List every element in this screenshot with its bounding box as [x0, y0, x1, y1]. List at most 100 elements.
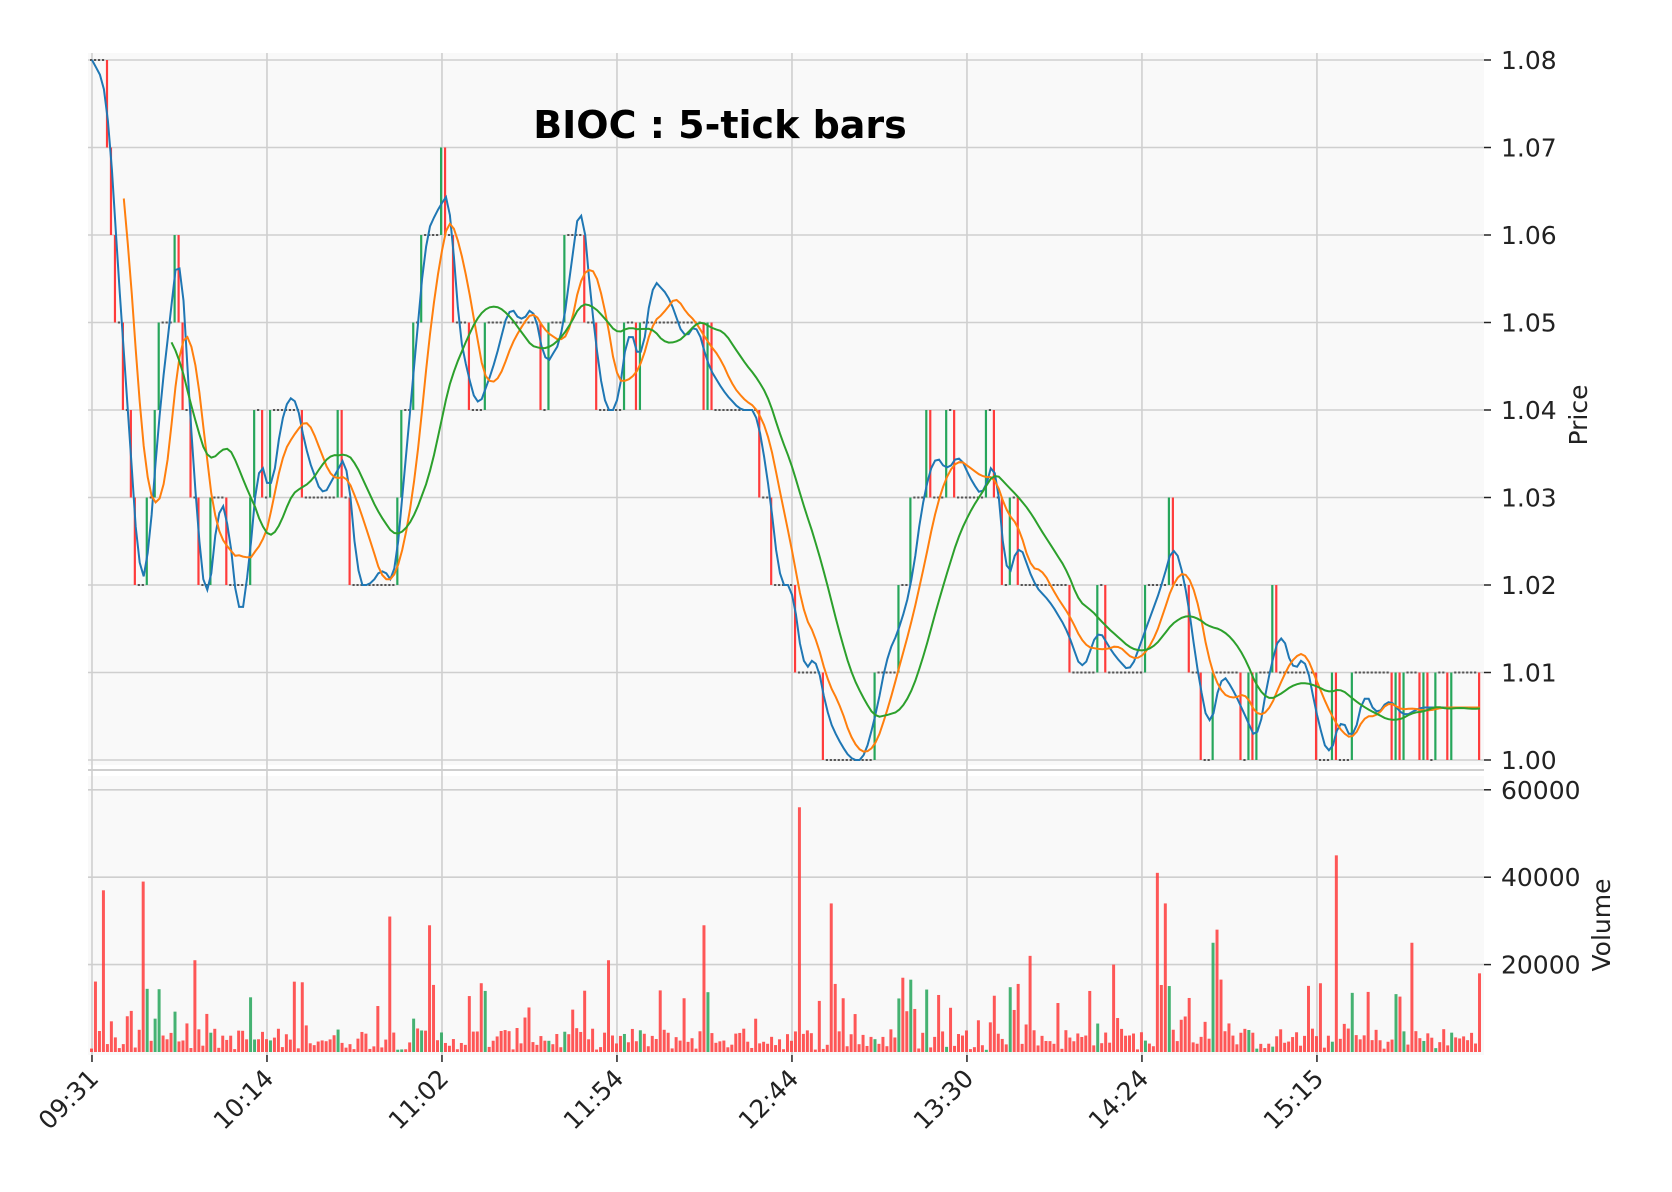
price-bar — [988, 409, 992, 411]
price-bar — [1163, 584, 1167, 586]
price-bar — [869, 759, 872, 761]
volume-bar — [758, 1043, 762, 1052]
volume-bar — [515, 1028, 519, 1052]
volume-bar — [972, 1047, 976, 1052]
price-bar — [1346, 759, 1349, 761]
volume-bar — [101, 890, 105, 1052]
volume-bar — [360, 1031, 364, 1052]
volume-bar — [949, 1007, 953, 1052]
volume-bar — [392, 1032, 396, 1052]
price-bar — [1366, 671, 1369, 674]
volume-bar — [865, 1045, 869, 1052]
price-bar — [941, 496, 944, 499]
volume-bar — [1203, 1021, 1207, 1052]
volume-bar — [682, 998, 686, 1052]
price-bar — [738, 409, 741, 411]
volume-bar — [571, 1009, 575, 1052]
price-tick-label: 1.05 — [1501, 309, 1557, 338]
price-bar — [1052, 584, 1055, 586]
price-bar — [682, 321, 685, 324]
price-bar — [225, 497, 228, 585]
volume-bar — [543, 1040, 547, 1052]
price-bar — [1418, 672, 1421, 760]
price-bar — [515, 321, 518, 324]
volume-bar — [129, 1010, 133, 1052]
volume-bar — [778, 1039, 782, 1052]
price-bar — [1374, 671, 1377, 674]
volume-bar — [634, 1041, 638, 1052]
volume-bar — [980, 1045, 984, 1052]
volume-bar — [336, 1029, 340, 1052]
price-bar — [1088, 671, 1091, 674]
volume-bar — [555, 1034, 559, 1052]
price-bar — [384, 584, 387, 586]
volume-bar — [1215, 929, 1219, 1052]
price-bar — [1076, 671, 1079, 674]
price-bar — [1426, 672, 1429, 760]
volume-bar — [877, 1043, 881, 1052]
volume-bar — [173, 1011, 177, 1052]
volume-tick-label: 60000 — [1501, 776, 1581, 805]
price-bar — [1378, 671, 1381, 674]
volume-bar — [1167, 986, 1171, 1052]
price-bar — [241, 584, 244, 586]
volume-bar — [475, 1031, 479, 1052]
price-bar — [1104, 585, 1107, 673]
price-bar — [984, 410, 988, 498]
volume-bar — [1100, 1043, 1104, 1052]
price-bar — [495, 321, 498, 324]
volume-bar — [463, 1044, 467, 1052]
volume-bar — [1346, 1028, 1350, 1052]
volume-bar — [1004, 1044, 1008, 1052]
volume-bar — [805, 1030, 809, 1052]
volume-bar — [1231, 1035, 1235, 1052]
volume-bar — [905, 1011, 909, 1052]
volume-bar — [1450, 1032, 1454, 1052]
price-bar — [221, 496, 224, 499]
price-bar — [185, 409, 188, 411]
volume-bar — [324, 1041, 328, 1052]
volume-bar — [177, 1041, 181, 1052]
volume-bar — [316, 1041, 320, 1052]
price-bar — [268, 410, 272, 498]
price-bar — [133, 497, 136, 585]
volume-bar — [595, 1049, 599, 1052]
price-bar — [603, 409, 606, 411]
volume-bar — [1191, 1042, 1195, 1052]
price-bar — [793, 585, 797, 673]
price-bar — [1398, 672, 1401, 760]
price-bar — [324, 496, 327, 499]
volume-bar — [801, 1033, 805, 1052]
volume-bar — [547, 1040, 551, 1052]
volume-bar — [563, 1031, 567, 1052]
price-bar — [678, 321, 681, 324]
price-bar — [424, 234, 427, 236]
volume-tick-label: 40000 — [1501, 863, 1581, 892]
price-bar — [1167, 497, 1170, 585]
price-bar — [1112, 671, 1115, 674]
price-bar — [93, 59, 97, 61]
volume-bar — [964, 1030, 968, 1052]
price-bar — [1414, 671, 1417, 674]
volume-bar — [253, 1039, 257, 1052]
price-bar — [849, 759, 852, 761]
price-tick-label: 1.04 — [1501, 396, 1557, 425]
volume-bar — [420, 1030, 424, 1052]
price-bar — [1386, 671, 1389, 674]
volume-bar — [205, 1013, 209, 1052]
price-bar — [543, 409, 546, 411]
volume-bar — [1235, 1044, 1239, 1052]
price-bar — [722, 409, 725, 411]
volume-bar — [960, 1035, 964, 1052]
volume-bar — [873, 1039, 877, 1052]
volume-bar — [813, 1049, 817, 1052]
price-bar — [141, 584, 144, 586]
volume-bar — [1135, 1049, 1139, 1052]
price-bar — [658, 321, 661, 324]
volume-bar — [185, 1023, 189, 1052]
volume-bar — [1442, 1029, 1446, 1052]
volume-bar — [408, 1042, 412, 1052]
volume-bar — [439, 1032, 443, 1052]
price-bar — [674, 321, 677, 324]
volume-bar — [261, 1031, 264, 1052]
